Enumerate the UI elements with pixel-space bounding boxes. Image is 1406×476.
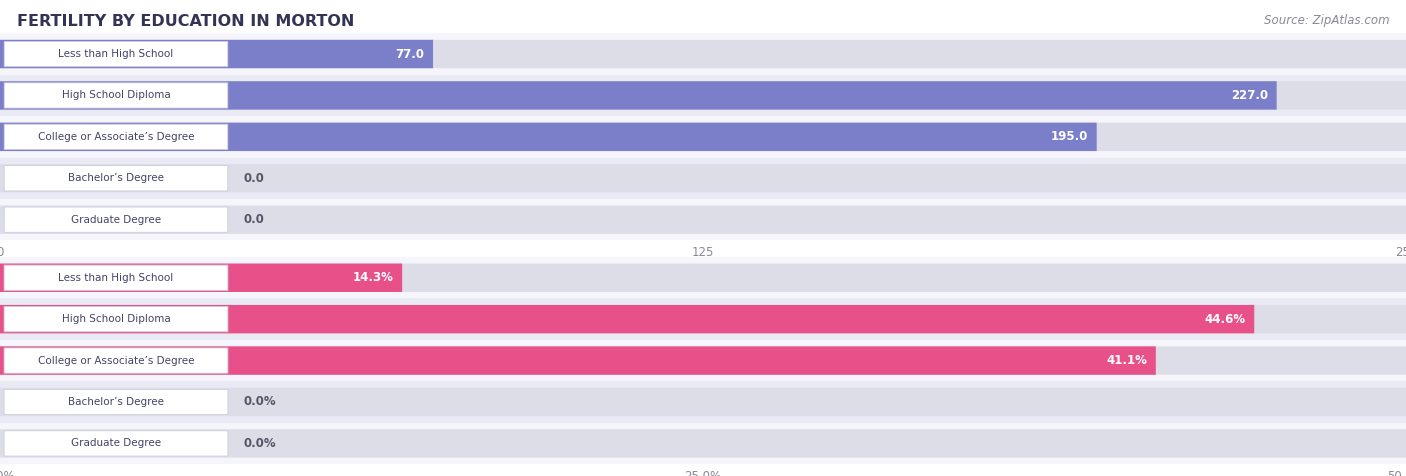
FancyBboxPatch shape [0, 340, 1406, 381]
Text: High School Diploma: High School Diploma [62, 90, 170, 100]
Text: 0.0: 0.0 [243, 172, 264, 185]
FancyBboxPatch shape [0, 206, 1406, 234]
FancyBboxPatch shape [0, 199, 1406, 240]
Text: 77.0: 77.0 [395, 48, 425, 60]
Text: Bachelor’s Degree: Bachelor’s Degree [67, 397, 165, 407]
Text: Graduate Degree: Graduate Degree [70, 438, 162, 448]
FancyBboxPatch shape [0, 33, 1406, 75]
Text: 14.3%: 14.3% [353, 271, 394, 284]
Text: 0.0: 0.0 [243, 213, 264, 226]
FancyBboxPatch shape [0, 257, 1406, 298]
FancyBboxPatch shape [0, 347, 1156, 375]
FancyBboxPatch shape [4, 41, 228, 67]
Text: 0.0%: 0.0% [243, 437, 276, 450]
FancyBboxPatch shape [0, 264, 1406, 292]
FancyBboxPatch shape [0, 123, 1406, 151]
Text: Graduate Degree: Graduate Degree [70, 215, 162, 225]
FancyBboxPatch shape [0, 423, 1406, 464]
FancyBboxPatch shape [0, 164, 1406, 192]
FancyBboxPatch shape [4, 83, 228, 108]
FancyBboxPatch shape [4, 431, 228, 456]
FancyBboxPatch shape [4, 166, 228, 191]
FancyBboxPatch shape [0, 305, 1406, 333]
FancyBboxPatch shape [0, 40, 433, 68]
FancyBboxPatch shape [0, 388, 1406, 416]
FancyBboxPatch shape [0, 75, 1406, 116]
FancyBboxPatch shape [0, 429, 1406, 457]
FancyBboxPatch shape [0, 40, 1406, 68]
FancyBboxPatch shape [4, 389, 228, 415]
Text: 0.0%: 0.0% [243, 396, 276, 408]
FancyBboxPatch shape [0, 347, 1406, 375]
FancyBboxPatch shape [0, 264, 402, 292]
Text: FERTILITY BY EDUCATION IN MORTON: FERTILITY BY EDUCATION IN MORTON [17, 14, 354, 30]
Text: 44.6%: 44.6% [1205, 313, 1246, 326]
FancyBboxPatch shape [0, 81, 1406, 109]
Text: Less than High School: Less than High School [59, 49, 173, 59]
Text: Less than High School: Less than High School [59, 273, 173, 283]
FancyBboxPatch shape [4, 207, 228, 232]
Text: 227.0: 227.0 [1232, 89, 1268, 102]
Text: Bachelor’s Degree: Bachelor’s Degree [67, 173, 165, 183]
FancyBboxPatch shape [0, 123, 1097, 151]
Text: Source: ZipAtlas.com: Source: ZipAtlas.com [1264, 14, 1389, 27]
FancyBboxPatch shape [4, 265, 228, 290]
FancyBboxPatch shape [0, 381, 1406, 423]
Text: College or Associate’s Degree: College or Associate’s Degree [38, 356, 194, 366]
FancyBboxPatch shape [0, 298, 1406, 340]
Text: College or Associate’s Degree: College or Associate’s Degree [38, 132, 194, 142]
FancyBboxPatch shape [0, 116, 1406, 158]
FancyBboxPatch shape [0, 81, 1277, 109]
FancyBboxPatch shape [0, 158, 1406, 199]
FancyBboxPatch shape [4, 348, 228, 373]
FancyBboxPatch shape [4, 307, 228, 332]
FancyBboxPatch shape [0, 305, 1254, 333]
Text: 41.1%: 41.1% [1107, 354, 1147, 367]
Text: High School Diploma: High School Diploma [62, 314, 170, 324]
FancyBboxPatch shape [4, 124, 228, 149]
Text: 195.0: 195.0 [1050, 130, 1088, 143]
